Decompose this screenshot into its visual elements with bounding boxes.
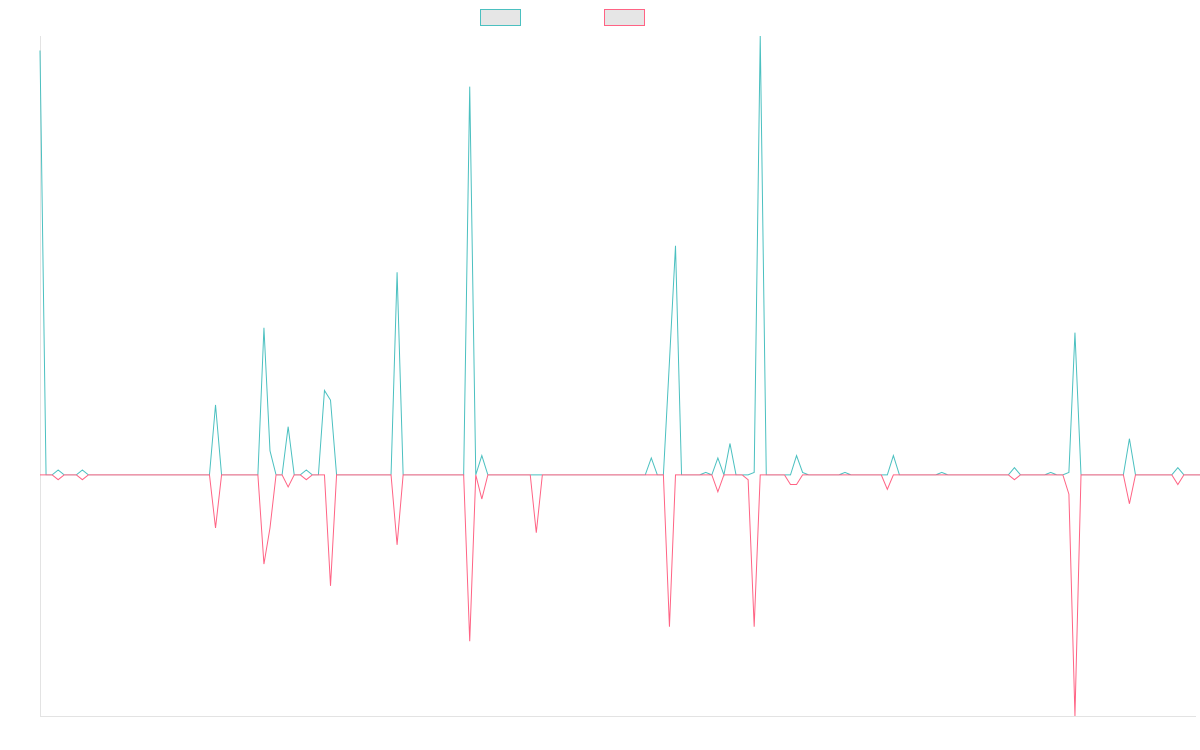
plot-area [39, 35, 1200, 717]
legend-swatch-series-2[interactable] [604, 9, 645, 26]
series-1-line [39, 35, 1200, 477]
series-2-line [40, 474, 1200, 717]
legend-swatch-series-1[interactable] [480, 9, 521, 26]
axes [40, 36, 1196, 717]
legend [480, 9, 645, 26]
